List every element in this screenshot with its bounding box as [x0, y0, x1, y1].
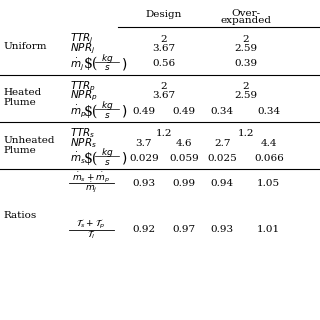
Text: 3.67: 3.67	[152, 92, 176, 100]
Text: Heated
Plume: Heated Plume	[3, 88, 42, 107]
Text: 0.34: 0.34	[257, 107, 280, 116]
Text: 1.2: 1.2	[156, 129, 172, 138]
Text: $\dot{m}_s$: $\dot{m}_s$	[70, 151, 86, 166]
Text: 2.7: 2.7	[214, 139, 231, 148]
Text: 3.7: 3.7	[136, 139, 152, 148]
Text: $\dot{m}_p$: $\dot{m}_p$	[70, 104, 87, 119]
Text: $\mathit{NPR}_j$: $\mathit{NPR}_j$	[70, 41, 96, 56]
Text: 2: 2	[161, 35, 167, 44]
Text: $(: $(	[84, 57, 98, 71]
Text: 0.56: 0.56	[152, 60, 176, 68]
Text: 4.4: 4.4	[260, 139, 277, 148]
Text: 4.6: 4.6	[176, 139, 192, 148]
Text: $\dot{m}_j$: $\dot{m}_j$	[85, 181, 98, 195]
Text: 0.93: 0.93	[132, 179, 156, 188]
Text: 0.49: 0.49	[132, 107, 156, 116]
Text: 2.59: 2.59	[234, 44, 257, 53]
Text: $)$: $)$	[121, 56, 127, 72]
Text: $\dot{m}_j$: $\dot{m}_j$	[70, 56, 84, 72]
Text: $s$: $s$	[104, 158, 110, 167]
Text: 2.59: 2.59	[234, 92, 257, 100]
Text: $\mathcal{T}_l$: $\mathcal{T}_l$	[87, 228, 95, 241]
Text: 1.05: 1.05	[257, 179, 280, 188]
Text: 2: 2	[242, 35, 249, 44]
Text: 2: 2	[161, 82, 167, 91]
Text: 0.99: 0.99	[172, 179, 196, 188]
Text: $(: $(	[84, 151, 98, 165]
Text: $s$: $s$	[104, 111, 110, 120]
Text: $\dot{m}_s + \dot{m}_p$: $\dot{m}_s + \dot{m}_p$	[72, 171, 110, 185]
Text: $kg$: $kg$	[101, 100, 114, 112]
Text: 3.67: 3.67	[152, 44, 176, 53]
Text: 0.029: 0.029	[129, 154, 159, 163]
Text: Over-: Over-	[232, 9, 261, 18]
Text: 0.34: 0.34	[211, 107, 234, 116]
Text: 0.49: 0.49	[172, 107, 196, 116]
Text: $)$: $)$	[121, 150, 127, 166]
Text: $\mathit{TTR}_p$: $\mathit{TTR}_p$	[70, 79, 97, 93]
Text: $)$: $)$	[121, 103, 127, 119]
Text: $(: $(	[84, 104, 98, 118]
Text: 1.2: 1.2	[237, 129, 254, 138]
Text: 0.025: 0.025	[208, 154, 237, 163]
Text: 0.059: 0.059	[169, 154, 199, 163]
Text: $kg$: $kg$	[101, 147, 114, 159]
Text: Uniform: Uniform	[3, 42, 47, 51]
Text: 0.92: 0.92	[132, 225, 156, 234]
Text: 0.93: 0.93	[211, 225, 234, 234]
Text: $\mathcal{T}_s + \mathcal{T}_p$: $\mathcal{T}_s + \mathcal{T}_p$	[76, 218, 106, 231]
Text: $\mathit{TTR}_j$: $\mathit{TTR}_j$	[70, 32, 94, 46]
Text: 0.94: 0.94	[211, 179, 234, 188]
Text: Design: Design	[145, 10, 181, 19]
Text: Ratios: Ratios	[3, 212, 36, 220]
Text: Unheated
Plume: Unheated Plume	[3, 136, 55, 155]
Text: $\mathit{TTR}_s$: $\mathit{TTR}_s$	[70, 126, 96, 140]
Text: $\mathit{NPR}_p$: $\mathit{NPR}_p$	[70, 89, 98, 103]
Text: $s$: $s$	[104, 63, 110, 72]
Text: 2: 2	[242, 82, 249, 91]
Text: 0.066: 0.066	[254, 154, 284, 163]
Text: 0.39: 0.39	[234, 60, 257, 68]
Text: 1.01: 1.01	[257, 225, 280, 234]
Text: $kg$: $kg$	[101, 52, 114, 65]
Text: expanded: expanded	[221, 16, 272, 25]
Text: 0.97: 0.97	[172, 225, 196, 234]
Text: $\mathit{NPR}_s$: $\mathit{NPR}_s$	[70, 136, 97, 150]
